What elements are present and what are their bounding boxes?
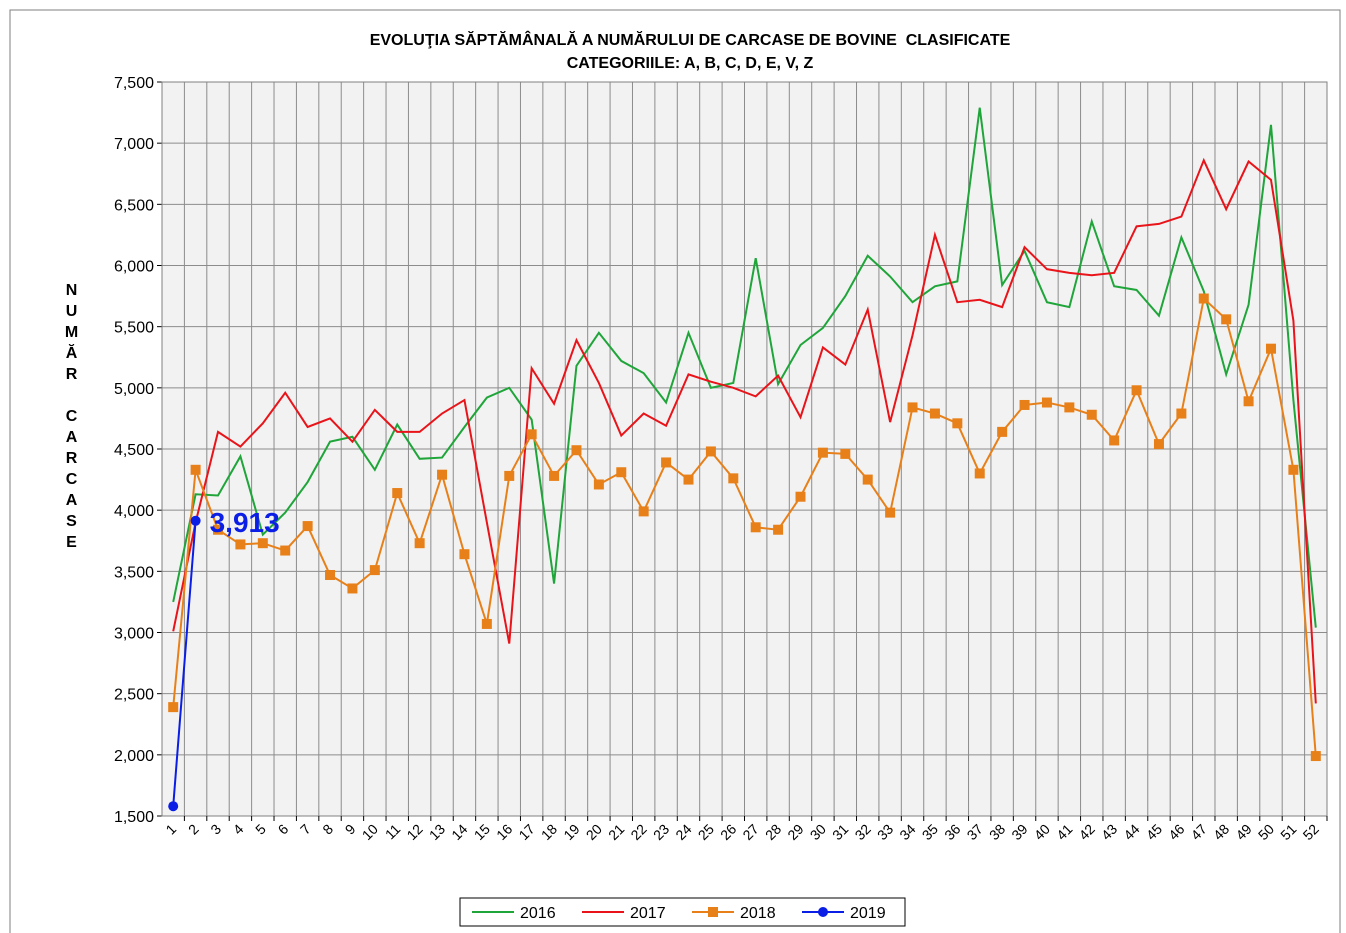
point: [773, 524, 784, 535]
point: [593, 479, 604, 490]
point: [1310, 751, 1321, 762]
legend-marker: [818, 907, 828, 917]
y-tick-label: 3,000: [114, 626, 154, 643]
point: [750, 522, 761, 533]
point: [1131, 385, 1142, 396]
point: [1064, 402, 1075, 413]
point: [907, 402, 918, 413]
point: [616, 467, 627, 478]
point: [280, 545, 291, 556]
legend-label: 2017: [630, 905, 666, 922]
y-tick-label: 5,000: [114, 381, 154, 398]
point: [638, 506, 649, 517]
legend-label: 2019: [850, 905, 886, 922]
point: [1243, 396, 1254, 407]
point: [1288, 464, 1299, 475]
point: [235, 539, 246, 550]
y-tick-label: 6,500: [114, 197, 154, 214]
point: [190, 515, 201, 526]
point: [414, 538, 425, 549]
y-tick-label: 4,500: [114, 442, 154, 459]
point: [862, 474, 873, 485]
point: [817, 447, 828, 458]
point: [840, 448, 851, 459]
point: [504, 470, 515, 481]
point: [974, 468, 985, 479]
point: [459, 549, 470, 560]
y-tick-label: 2,000: [114, 748, 154, 765]
point: [549, 470, 560, 481]
point: [1198, 293, 1209, 304]
legend-marker: [708, 907, 718, 917]
y-tick-label: 2,500: [114, 687, 154, 704]
point: [952, 418, 963, 429]
point: [1019, 399, 1030, 410]
point: [1221, 314, 1232, 325]
point: [1176, 408, 1187, 419]
point: [168, 801, 179, 812]
point: [571, 445, 582, 456]
chart-subtitle: CATEGORIILE: A, B, C, D, E, V, Z: [567, 55, 814, 72]
point: [302, 521, 313, 532]
series-line: [172, 296, 1317, 757]
series-line: [172, 520, 197, 807]
y-tick-label: 7,500: [114, 75, 154, 92]
point: [728, 473, 739, 484]
y-axis-label: NUMĂR CARCASE: [63, 282, 80, 555]
point: [168, 702, 179, 713]
legend-box: [459, 897, 906, 927]
data-label: 3,913: [210, 507, 280, 538]
point: [325, 570, 336, 581]
y-tick-label: 7,000: [114, 136, 154, 153]
y-tick-label: 4,000: [114, 503, 154, 520]
point: [190, 464, 201, 475]
point: [369, 565, 380, 576]
point: [257, 538, 268, 549]
chart-title: EVOLUŢIA SĂPTĂMÂNALĂ A NUMĂRULUI DE CARC…: [370, 30, 1011, 49]
point: [437, 469, 448, 480]
point: [661, 457, 672, 468]
y-tick-label: 3,500: [114, 564, 154, 581]
point: [1265, 343, 1276, 354]
point: [347, 583, 358, 594]
point: [1086, 409, 1097, 420]
point: [885, 507, 896, 518]
point: [213, 524, 224, 535]
point: [997, 426, 1008, 437]
legend-label: 2016: [520, 905, 556, 922]
point: [1041, 397, 1052, 408]
point: [392, 488, 403, 499]
point: [1153, 439, 1164, 450]
legend-label: 2018: [740, 905, 776, 922]
point: [705, 446, 716, 457]
point: [1109, 435, 1120, 446]
point: [683, 474, 694, 485]
series-line: [172, 157, 1317, 704]
y-tick-label: 5,500: [114, 320, 154, 337]
point: [526, 429, 537, 440]
point: [929, 408, 940, 419]
y-tick-label: 1,500: [114, 809, 154, 826]
series-line: [172, 107, 1317, 628]
y-tick-label: 6,000: [114, 259, 154, 276]
point: [481, 618, 492, 629]
point: [795, 491, 806, 502]
